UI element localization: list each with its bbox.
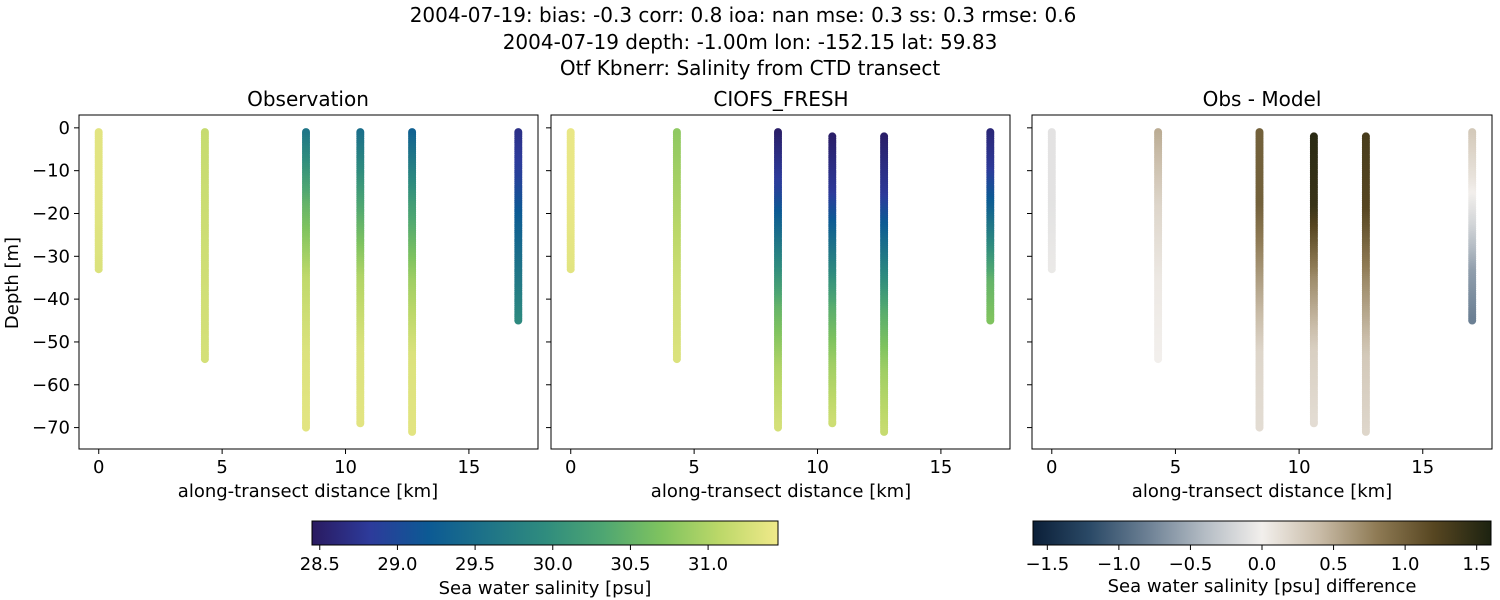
x-tick-label: 15 [929,457,952,478]
axes-frame [550,114,1011,450]
colorbar-tick-label: 28.5 [300,554,340,575]
y-tick-label: 0 [59,118,70,139]
x-tick-label: 0 [1046,457,1057,478]
data-point [566,265,575,274]
panel-title-model: CIOFS_FRESH [713,87,848,111]
panel-2: 0 5 10 15 [546,114,1011,478]
panel-1: 0 5 10 15 0 −10 −20 −30 −40 −50 −60 −70 [32,114,539,478]
colorbar-tick-label: 1.0 [1391,554,1420,575]
y-tick-label: −20 [32,203,70,224]
data-point [514,316,523,325]
data-point [302,423,310,432]
y-tick-label: −70 [32,418,70,439]
data-point [672,355,681,364]
colorbar-difference-bar [1032,520,1492,546]
x-tick-label: 10 [1288,457,1311,478]
x-axis-label-difference: along-transect distance [km] [1132,481,1392,502]
x-tick-label: 0 [565,457,576,478]
colorbar-difference-label: Sea water salinity [psu] difference [1108,576,1417,597]
data-point [828,419,837,428]
data-point [408,427,417,436]
data-point [1361,427,1370,436]
data-point [1309,419,1318,428]
panel-points [94,128,523,436]
x-tick-label: 5 [1170,457,1181,478]
data-point [200,355,209,364]
data-point [1255,423,1264,432]
panel-points [566,128,995,436]
panel-title-difference: Obs - Model [1203,87,1322,111]
figure-title-line-1: 2004-07-19: bias: -0.3 corr: 0.8 ioa: na… [410,3,1077,27]
y-tick-label: −50 [32,332,70,353]
data-point [1047,265,1056,274]
x-tick-label: 5 [216,457,227,478]
colorbar-tick-label: 1.5 [1462,554,1491,575]
panel-title-observation: Observation [247,87,369,111]
data-point [1468,316,1477,325]
x-tick-label: 0 [93,457,104,478]
colorbar-tick-label: 31.0 [688,554,728,575]
figure-title-line-2: 2004-07-19 depth: -1.00m lon: -152.15 la… [503,30,998,54]
data-point [1154,355,1163,364]
colorbar-tick-label: 29.5 [455,554,495,575]
x-tick-label: 10 [806,457,829,478]
x-tick-label: 15 [457,457,480,478]
y-tick-label: −60 [32,375,70,396]
axes-frame [1031,114,1493,450]
x-tick-label: 5 [688,457,699,478]
colorbar-tick-label: 29.0 [377,554,417,575]
colorbar-tick-label: −0.5 [1169,554,1213,575]
colorbar-tick-label: −1.0 [1097,554,1141,575]
x-tick-label: 10 [334,457,357,478]
colorbar-salinity-ticks: 28.5 29.0 29.5 30.0 30.5 31.0 [300,545,728,575]
colorbar-tick-label: 0.0 [1248,554,1277,575]
y-tick-label: −30 [32,246,70,267]
y-tick-label: −10 [32,161,70,182]
colorbar-tick-label: 0.5 [1319,554,1348,575]
data-point [880,427,889,436]
data-point [356,419,365,428]
panel-points [1047,128,1477,436]
data-point [986,316,995,325]
colorbar-difference: −1.5 −1.0 −0.5 0.0 0.5 1.0 1.5 Sea water salin… [1025,520,1492,597]
figure-title-line-3: Otf Kbnerr: Salinity from CTD transect [560,56,941,80]
data-point [774,423,782,432]
colorbar-difference-ticks: −1.5 −1.0 −0.5 0.0 0.5 1.0 1.5 [1025,545,1491,575]
x-tick-label: 15 [1411,457,1434,478]
y-tick-label: −40 [32,289,70,310]
colorbar-salinity-bar [311,520,779,546]
colorbar-salinity-label: Sea water salinity [psu] [439,578,652,599]
y-axis-label: Depth [m] [2,237,23,329]
panel-3: 0 5 10 15 [1027,114,1493,478]
x-axis-label-observation: along-transect distance [km] [178,481,438,502]
axes-frame [78,114,539,450]
colorbar-tick-label: 30.5 [610,554,650,575]
colorbar-tick-label: −1.5 [1025,554,1069,575]
colorbar-salinity: 28.5 29.0 29.5 30.0 30.5 31.0 Sea water salin… [300,520,779,599]
x-axis-label-model: along-transect distance [km] [651,481,911,502]
plot-panels: 0 5 10 15 0 −10 −20 −30 −40 −50 −60 −70 0 5 10 15 0 5 10 15 [32,114,1493,478]
data-point [94,265,103,274]
colorbar-tick-label: 30.0 [533,554,573,575]
